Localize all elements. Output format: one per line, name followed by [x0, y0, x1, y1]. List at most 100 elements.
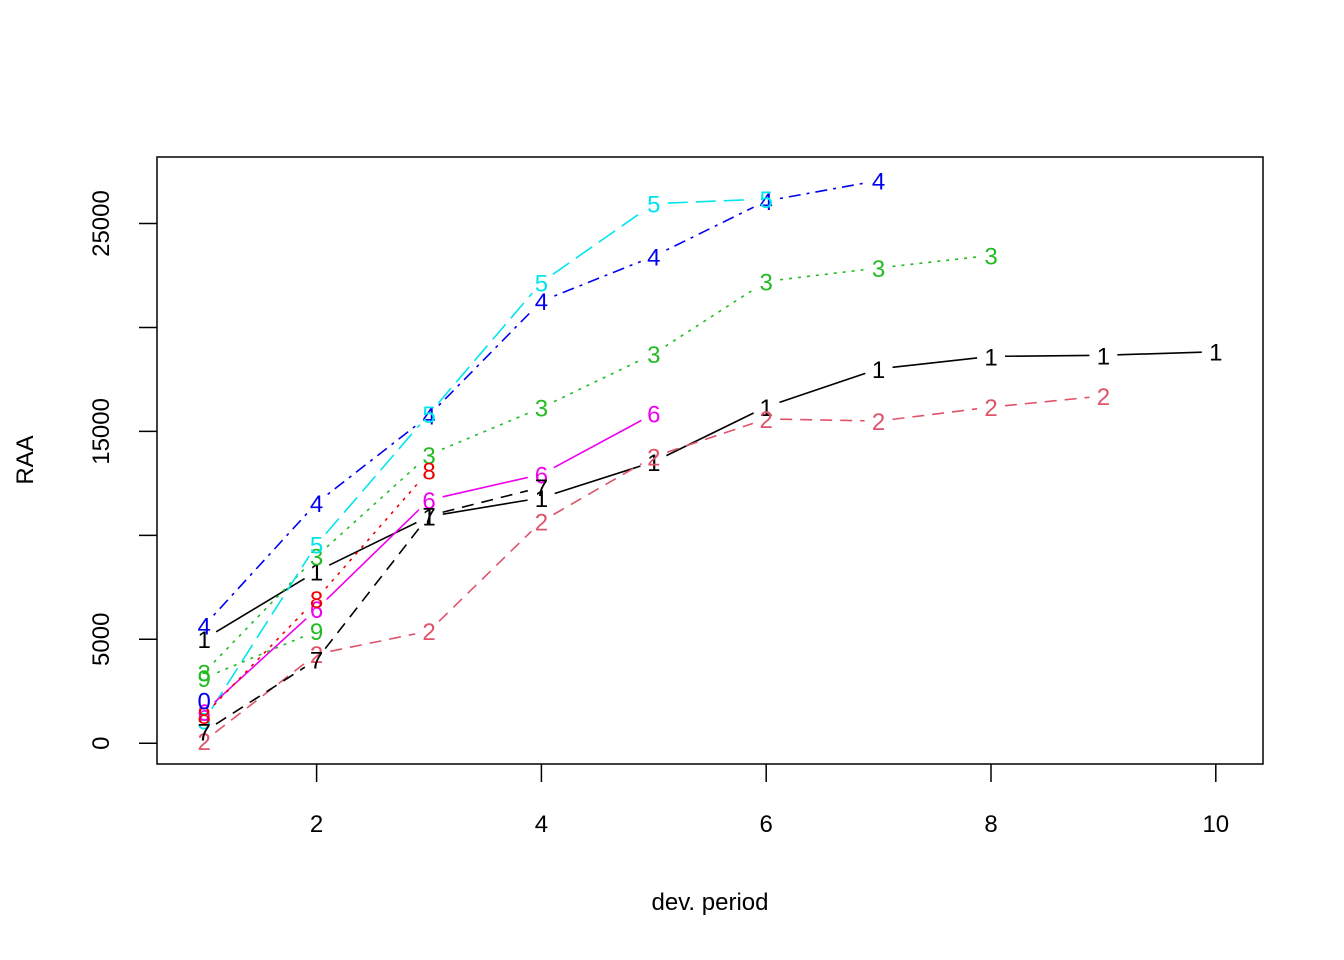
series-1-segment — [215, 577, 306, 633]
series-4-point-1: 4 — [198, 614, 211, 641]
series-5-segment — [437, 292, 533, 404]
series-2-point-2: 2 — [310, 642, 323, 669]
x-tick-label-10: 10 — [1202, 811, 1229, 838]
series-1-segment — [328, 521, 417, 566]
series-3-point-4: 3 — [535, 396, 548, 423]
series-3-point-1: 3 — [198, 660, 211, 687]
series-7-point-4: 7 — [535, 475, 548, 502]
x-tick-label-4: 4 — [535, 811, 548, 838]
series-6-point-1: 6 — [198, 700, 211, 727]
series-9-point-1: 9 — [198, 666, 211, 693]
series-3-point-8: 3 — [984, 243, 997, 270]
series-7-point-2: 7 — [310, 648, 323, 675]
series-5-point-4: 5 — [535, 270, 548, 297]
series-4-segment — [213, 512, 308, 616]
series-1-point-10: 1 — [1209, 340, 1222, 367]
series-2-point-7: 2 — [872, 409, 885, 436]
x-tick-label-6: 6 — [760, 811, 773, 838]
series-1-segment — [779, 372, 866, 404]
series-1-segment — [666, 412, 754, 457]
series-1-0: 1 1 1 1 1 1 1 1 1 1 — [198, 340, 1223, 654]
series-6-point-5: 6 — [647, 402, 660, 429]
series-6-segment — [214, 618, 307, 703]
series-2-point-4: 2 — [535, 509, 548, 536]
series-3-2: 3 3 3 3 3 3 3 3 — [198, 243, 998, 687]
series-4-point-2: 4 — [310, 491, 323, 518]
y-tick-label-0: 0 — [88, 737, 115, 750]
series-3-segment — [326, 463, 420, 548]
series-8-segment — [213, 608, 308, 706]
series-5-segment — [325, 424, 421, 535]
series-2-1: 2 2 2 2 2 2 2 2 2 — [198, 384, 1111, 756]
series-7-segment — [215, 666, 306, 725]
series-8-7: 8 8 8 — [198, 459, 436, 730]
series-2-segment — [666, 422, 754, 454]
series-3-segment — [441, 412, 529, 451]
series-8-point-2: 8 — [310, 587, 323, 614]
series-2-segment — [892, 408, 978, 421]
series-2-point-8: 2 — [984, 395, 997, 422]
series-8-segment — [325, 480, 421, 589]
series-5-4: 5 5 5 5 5 5 — [198, 187, 773, 736]
series-1-segment — [442, 499, 528, 515]
series-6-5: 6 6 6 6 6 — [198, 402, 661, 727]
series-1-segment — [1117, 351, 1202, 356]
plot-frame — [156, 156, 1264, 765]
series-6-point-4: 6 — [535, 462, 548, 489]
series-2-point-9: 2 — [1097, 384, 1110, 411]
series-5-point-3: 5 — [422, 402, 435, 429]
series-6-point-3: 6 — [422, 488, 435, 515]
series-8-point-1: 8 — [198, 703, 211, 730]
series-6-segment — [326, 509, 420, 601]
series-1-segment — [1004, 354, 1090, 358]
series-1-point-4: 1 — [535, 486, 548, 513]
series-2-segment — [1004, 396, 1090, 407]
series-5-point-2: 5 — [310, 532, 323, 559]
series-4-segment — [438, 310, 533, 407]
series-3-segment — [892, 256, 978, 268]
series-9-point-2: 9 — [310, 619, 323, 646]
series-9-8: 99 — [198, 619, 324, 693]
series-4-segment — [779, 182, 865, 200]
series-1-point-2: 1 — [310, 559, 323, 586]
series-4-point-6: 4 — [760, 189, 773, 216]
series-2-segment — [438, 530, 532, 622]
series-2-point-3: 2 — [422, 619, 435, 646]
series-7-6: 7 7 7 7 — [198, 475, 549, 746]
series-1-point-6: 1 — [760, 395, 773, 422]
series-5-segment — [667, 198, 753, 204]
x-axis: 2 4 6 8 10 — [310, 764, 1229, 838]
series-5-point-1: 5 — [198, 709, 211, 736]
series-4-3: 4 4 4 4 4 4 4 — [198, 169, 886, 641]
series-2-point-6: 2 — [760, 407, 773, 434]
series-3-point-3: 3 — [422, 443, 435, 470]
series-7-point-1: 7 — [198, 720, 211, 747]
series-2-segment — [780, 418, 865, 422]
series-3-segment — [553, 359, 642, 403]
series-6-segment — [553, 419, 642, 469]
y-tick-label-15000: 15000 — [88, 398, 115, 465]
series-4-point-7: 4 — [872, 169, 885, 196]
series-1-segment — [892, 357, 978, 369]
series-1-point-9: 1 — [1097, 343, 1110, 370]
series-7-point-3: 7 — [422, 504, 435, 531]
y-tick-label-25000: 25000 — [88, 190, 115, 257]
series-3-point-6: 3 — [760, 269, 773, 296]
x-axis-title: dev. period — [652, 889, 769, 916]
series-6-segment — [442, 476, 528, 498]
series-6-point-2: 6 — [310, 597, 323, 624]
series-7-segment — [324, 526, 422, 650]
y-tick-label-5000: 5000 — [88, 613, 115, 666]
series-1-segment — [554, 465, 641, 495]
x-tick-label-2: 2 — [310, 811, 323, 838]
series-4-point-5: 4 — [647, 244, 660, 271]
y-axis: 0 5000 15000 25000 — [88, 190, 157, 750]
series-5-point-5: 5 — [647, 192, 660, 219]
series-3-point-7: 3 — [872, 256, 885, 283]
series-2-point-1: 2 — [198, 729, 211, 756]
series-2-segment — [214, 662, 307, 734]
series-1-point-3: 1 — [422, 504, 435, 531]
series-4-segment — [554, 260, 642, 297]
